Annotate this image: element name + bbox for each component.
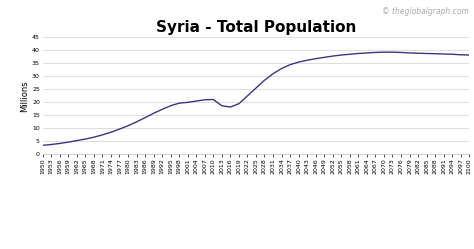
Title: Syria - Total Population: Syria - Total Population [156, 20, 356, 35]
Y-axis label: Millions: Millions [20, 80, 29, 112]
Text: © theglobalgraph.com: © theglobalgraph.com [383, 7, 469, 16]
